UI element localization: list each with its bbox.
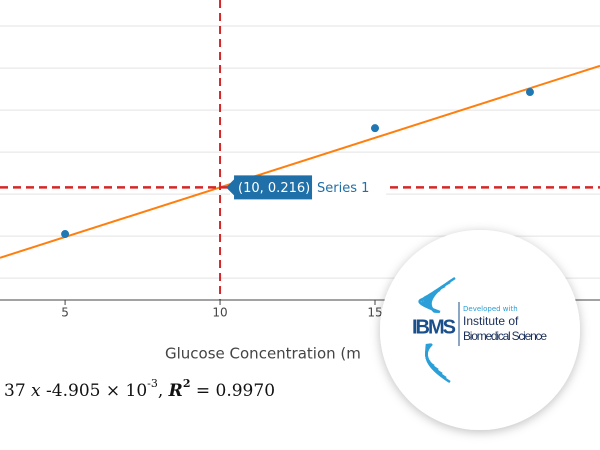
- data-point: [61, 230, 70, 239]
- equation-part: R: [168, 381, 183, 401]
- equation-part: -4.905 × 10: [41, 381, 148, 401]
- logo-stripe: [418, 296, 441, 314]
- logo-mark: IBMS: [412, 316, 456, 338]
- logo-line2: Biomedical Science: [463, 329, 547, 343]
- data-point: [525, 88, 534, 97]
- equation-part: 37: [4, 381, 31, 401]
- logo-stripe: [425, 343, 431, 364]
- x-tick-label: 10: [212, 306, 227, 320]
- x-tick-label: 5: [61, 306, 69, 320]
- fit-line: [0, 64, 600, 259]
- equation-part: x: [31, 381, 41, 401]
- x-axis-label: Glucose Concentration (m: [165, 345, 361, 363]
- logo-circle: [380, 230, 580, 430]
- equation-part: ,: [158, 381, 169, 401]
- logo-line1: Institute of: [463, 314, 519, 328]
- tooltip-box: [226, 175, 313, 200]
- tooltip-series: Series 1: [317, 181, 369, 196]
- tooltip-label: (10, 0.216): [238, 181, 310, 196]
- equation-box: [0, 372, 316, 410]
- logo-small: Developed with: [463, 305, 518, 313]
- equation-part: -3: [147, 377, 158, 390]
- equation-part: = 0.9970: [190, 381, 275, 401]
- x-tick-label: 15: [367, 306, 382, 320]
- equation: 37 x -4.905 × 10-3, R2 = 0.9970: [4, 377, 275, 401]
- data-point: [371, 124, 379, 133]
- equation-part: 2: [183, 377, 191, 390]
